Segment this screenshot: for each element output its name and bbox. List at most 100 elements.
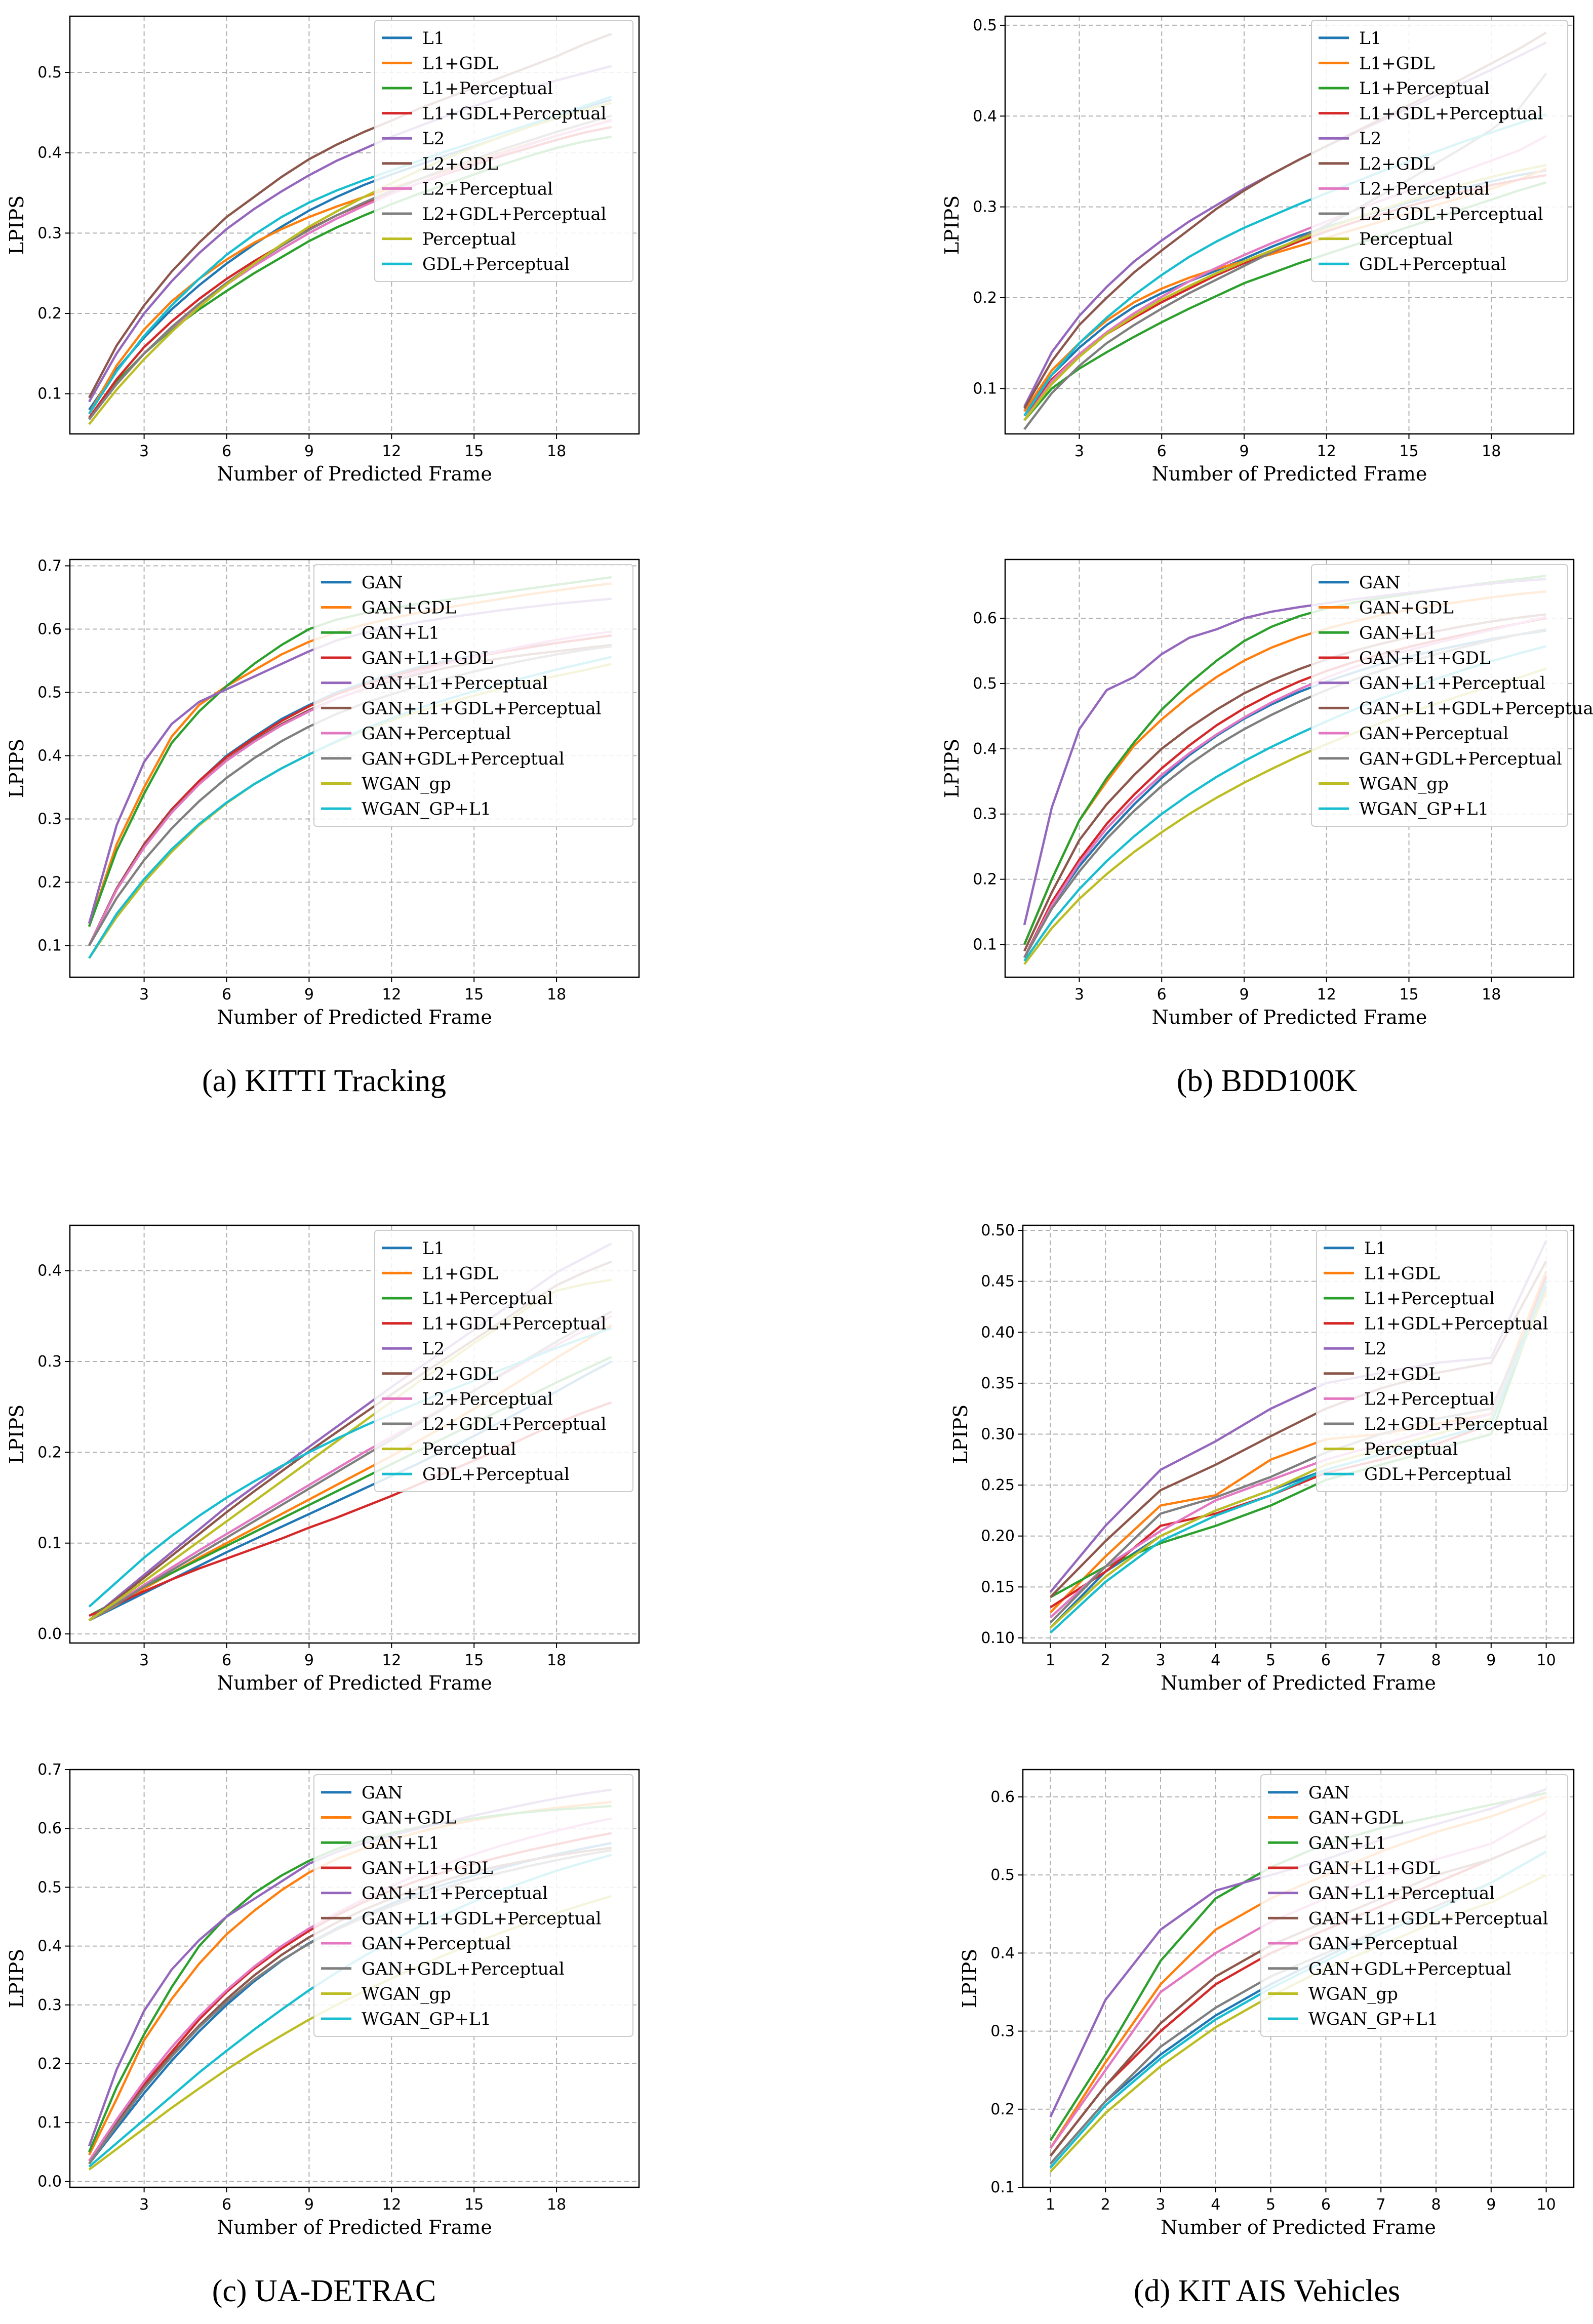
legend-label: WGAN_GP+L1 <box>362 2009 491 2029</box>
legend-label: L1+GDL+Perceptual <box>422 104 607 124</box>
legend-label: GAN <box>362 1783 403 1803</box>
x-tick-label: 1 <box>1046 1652 1055 1669</box>
x-tick-label: 8 <box>1431 2196 1441 2214</box>
legend: GAN GAN+GDL GAN+L1 GAN+L1+GDL GAN+L1+Percept… <box>1311 564 1593 827</box>
y-tick-label: 0.3 <box>973 198 997 216</box>
x-axis-label: Number of Predicted Frame <box>1161 2216 1436 2238</box>
legend-label: GAN+L1+GDL <box>1359 648 1491 668</box>
plot-frame <box>1022 1224 1575 1644</box>
legend-label: GAN+Perceptual <box>362 724 511 744</box>
legend-label: GAN+L1+Perceptual <box>362 673 548 694</box>
x-tick-label: 12 <box>382 986 401 1004</box>
y-tick-label: 0.10 <box>981 1629 1015 1647</box>
y-tick-label: 0.30 <box>981 1426 1015 1444</box>
x-tick-label: 18 <box>1482 986 1501 1004</box>
x-tick-label: 10 <box>1537 1652 1556 1669</box>
y-tick-label: 0.6 <box>990 1788 1015 1806</box>
y-tick-label: 0.1 <box>37 2114 62 2132</box>
legend-label: GAN+L1 <box>362 623 440 643</box>
y-tick-label: 0.15 <box>981 1578 1015 1596</box>
y-tick-label: 0.3 <box>37 1353 62 1371</box>
y-tick-label: 0.5 <box>37 1878 62 1896</box>
x-tick-label: 5 <box>1266 2196 1276 2214</box>
x-axis-label: Number of Predicted Frame <box>217 2216 492 2238</box>
legend-label: L2+Perceptual <box>1359 179 1490 199</box>
x-tick-label: 15 <box>464 443 484 460</box>
x-tick-label: 2 <box>1101 2196 1110 2214</box>
y-axis-label: LPIPS <box>6 739 28 798</box>
x-tick-label: 18 <box>547 443 566 460</box>
x-tick-label: 3 <box>1156 1652 1165 1669</box>
caption-d: (d) KIT AIS Vehicles <box>1133 2274 1401 2308</box>
x-tick-label: 9 <box>1239 443 1249 460</box>
y-tick-label: 0.4 <box>37 747 62 765</box>
legend-label: GAN+GDL <box>362 598 456 618</box>
legend-label: GAN+L1+GDL+Perceptual <box>362 698 602 718</box>
y-tick-label: 0.3 <box>973 806 997 823</box>
x-axis-label: Number of Predicted Frame <box>1152 1006 1427 1028</box>
legend-box <box>1316 1230 1568 1492</box>
legend-box <box>374 1230 633 1492</box>
y-tick-label: 0.5 <box>37 684 62 702</box>
x-tick-label: 12 <box>1317 986 1336 1004</box>
legend-box <box>374 20 633 282</box>
x-tick-label: 9 <box>1486 2196 1496 2214</box>
y-tick-label: 0.5 <box>37 64 62 82</box>
x-tick-label: 4 <box>1211 2196 1220 2214</box>
y-tick-label: 0.3 <box>37 1996 62 2014</box>
legend-label: GAN <box>1359 573 1400 593</box>
legend-label: L2 <box>422 1339 445 1359</box>
y-tick-label: 0.7 <box>37 1761 62 1779</box>
y-tick-label: 0.2 <box>37 305 62 323</box>
x-tick-label: 6 <box>1157 443 1167 460</box>
x-tick-label: 3 <box>139 1652 149 1669</box>
legend-label: GAN+GDL+Perceptual <box>1308 1959 1511 1979</box>
y-tick-label: 0.1 <box>973 380 997 397</box>
y-tick-label: 0.35 <box>981 1375 1015 1392</box>
legend-label: GAN+GDL <box>1359 598 1454 618</box>
x-tick-label: 18 <box>547 986 566 1004</box>
legend-label: GAN+L1+GDL+Perceptual <box>1308 1908 1548 1929</box>
legend-label: GAN+L1+GDL <box>1308 1858 1440 1878</box>
legend-box <box>313 1774 633 2037</box>
x-tick-label: 9 <box>1486 1652 1496 1669</box>
legend-label: L1+GDL+Perceptual <box>422 1314 607 1334</box>
x-tick-label: 15 <box>1399 443 1418 460</box>
legend-label: GAN+L1+Perceptual <box>1308 1884 1495 1904</box>
legend-label: GDL+Perceptual <box>1364 1464 1511 1485</box>
legend-label: L2+GDL+Perceptual <box>1364 1414 1548 1434</box>
y-axis-label: LPIPS <box>959 1949 981 2008</box>
y-tick-label: 0.3 <box>990 2023 1015 2040</box>
x-tick-label: 4 <box>1211 1652 1220 1669</box>
x-tick-label: 8 <box>1431 1652 1441 1669</box>
legend-label: GAN+L1 <box>362 1833 440 1853</box>
legend-label: L2 <box>1364 1339 1386 1359</box>
chart-d-bottom: 1 2 3 4 5 6 7 8 9 10 0.1 0.2 0.3 0.4 0.5 0.6 Number of P… <box>959 1769 1575 2238</box>
x-tick-label: 9 <box>1239 986 1249 1004</box>
y-tick-label: 0.3 <box>37 224 62 242</box>
legend-label: GAN+L1 <box>1359 623 1437 643</box>
x-tick-label: 3 <box>1074 986 1084 1004</box>
y-tick-label: 0.50 <box>981 1222 1015 1239</box>
legend-label: L1 <box>422 28 445 49</box>
legend-label: L1+GDL <box>422 1263 498 1284</box>
legend-label: GAN+Perceptual <box>362 1934 511 1954</box>
x-tick-label: 12 <box>382 1652 401 1669</box>
x-tick-label: 6 <box>1157 986 1167 1004</box>
legend-label: L2+Perceptual <box>422 179 553 199</box>
legend-label: GDL+Perceptual <box>422 254 570 274</box>
caption-a: (a) KITTI Tracking <box>202 1064 447 1098</box>
legend-label: L1+GDL+Perceptual <box>1364 1314 1548 1334</box>
legend-label: GAN+GDL+Perceptual <box>362 1959 565 1979</box>
legend-label: L1 <box>1359 28 1381 49</box>
x-tick-label: 3 <box>139 443 149 460</box>
x-tick-label: 3 <box>1074 443 1084 460</box>
y-axis-label: LPIPS <box>6 1405 28 1464</box>
legend-box <box>1311 20 1568 282</box>
x-tick-label: 9 <box>304 1652 314 1669</box>
x-axis-label: Number of Predicted Frame <box>1152 463 1427 485</box>
x-tick-label: 6 <box>1321 1652 1331 1669</box>
legend-label: GAN+Perceptual <box>1308 1934 1458 1954</box>
y-tick-label: 0.2 <box>990 2101 1015 2118</box>
x-tick-label: 15 <box>464 2196 484 2214</box>
